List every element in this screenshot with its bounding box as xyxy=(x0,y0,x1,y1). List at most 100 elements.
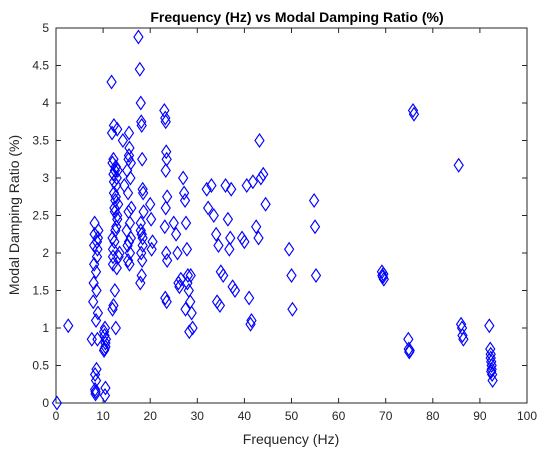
y-tick-label: 5 xyxy=(42,21,49,35)
data-point xyxy=(160,110,171,126)
data-point xyxy=(253,230,264,246)
data-point xyxy=(92,305,104,321)
data-point xyxy=(254,133,265,148)
data-point xyxy=(109,204,121,220)
data-point xyxy=(91,249,103,265)
data-point xyxy=(453,157,464,173)
data-point xyxy=(161,144,172,160)
data-point xyxy=(309,219,321,235)
data-point xyxy=(485,346,496,362)
data-point xyxy=(180,301,191,317)
data-point xyxy=(136,118,147,133)
data-point xyxy=(206,178,217,193)
x-axis: 0 10 20 30 40 50 60 70 80 90 100 xyxy=(53,28,537,423)
data-point xyxy=(181,241,193,257)
data-point xyxy=(310,268,322,283)
data-point xyxy=(458,331,469,347)
data-point xyxy=(109,283,121,298)
data-point xyxy=(222,211,234,227)
data-point xyxy=(136,268,147,283)
data-point xyxy=(107,301,118,317)
data-point xyxy=(124,256,135,272)
data-point xyxy=(99,388,111,403)
data-point xyxy=(106,74,117,90)
y-tick-label: 2 xyxy=(42,246,49,260)
y-tick-label: 4.5 xyxy=(32,59,49,73)
data-point xyxy=(214,298,226,313)
data-point xyxy=(178,185,190,201)
data-point xyxy=(218,268,229,283)
y-tick-label: 0.5 xyxy=(32,359,49,373)
data-point xyxy=(117,133,129,148)
x-tick-label: 50 xyxy=(285,409,299,423)
data-point xyxy=(124,245,136,261)
data-point xyxy=(172,245,183,261)
y-tick-label: 3 xyxy=(42,171,49,185)
data-point xyxy=(147,234,158,250)
data-point xyxy=(135,275,146,291)
data-point xyxy=(184,324,195,340)
data-point xyxy=(134,61,146,77)
data-point xyxy=(251,219,262,235)
data-point xyxy=(486,358,497,373)
data-point xyxy=(123,148,135,163)
y-tick-label: 0 xyxy=(42,396,49,410)
data-point xyxy=(92,241,103,257)
data-point xyxy=(286,268,297,283)
data-point xyxy=(133,29,144,45)
data-point xyxy=(160,290,171,306)
data-point xyxy=(145,211,157,227)
data-point xyxy=(100,380,111,396)
data-point xyxy=(255,170,267,186)
x-tick-label: 80 xyxy=(426,409,440,423)
data-point xyxy=(173,275,184,291)
x-tick-label: 70 xyxy=(379,409,393,423)
data-point xyxy=(246,313,257,328)
data-point xyxy=(114,245,125,261)
data-point xyxy=(408,106,420,122)
y-tick-label: 4 xyxy=(42,96,49,110)
data-point xyxy=(180,215,192,231)
data-point xyxy=(283,241,295,257)
data-point xyxy=(88,256,100,272)
data-point xyxy=(111,260,122,276)
data-point xyxy=(168,215,179,231)
data-point xyxy=(136,114,147,130)
data-point xyxy=(178,170,189,186)
data-point xyxy=(125,230,137,246)
data-point xyxy=(138,204,149,220)
data-point xyxy=(160,163,171,178)
data-point xyxy=(91,361,102,377)
data-point xyxy=(100,335,111,351)
data-point xyxy=(404,343,415,358)
data-point xyxy=(220,178,231,193)
data-point xyxy=(485,341,496,357)
data-point xyxy=(121,163,133,178)
data-point xyxy=(287,301,298,317)
data-point xyxy=(89,215,100,231)
data-point xyxy=(229,283,241,298)
x-axis-label: Frequency (Hz) xyxy=(243,431,339,447)
data-point xyxy=(109,234,120,250)
plot-area xyxy=(55,27,528,404)
data-point xyxy=(135,95,146,111)
data-point xyxy=(112,208,123,223)
data-point xyxy=(112,121,123,137)
data-point xyxy=(185,268,196,283)
data-point xyxy=(179,193,191,208)
data-point xyxy=(111,219,122,235)
data-point xyxy=(89,367,101,382)
y-axis-label: Modal Damping Ratio (%) xyxy=(6,135,22,295)
data-point xyxy=(161,245,172,261)
data-point xyxy=(160,200,171,216)
x-tick-label: 0 xyxy=(53,409,60,423)
data-point xyxy=(160,114,171,130)
y-tick-label: 1 xyxy=(42,321,49,335)
data-point xyxy=(88,275,99,291)
data-point xyxy=(89,382,101,397)
data-point xyxy=(137,253,148,268)
data-point xyxy=(108,298,119,313)
data-point xyxy=(137,151,148,167)
data-point xyxy=(224,241,235,257)
